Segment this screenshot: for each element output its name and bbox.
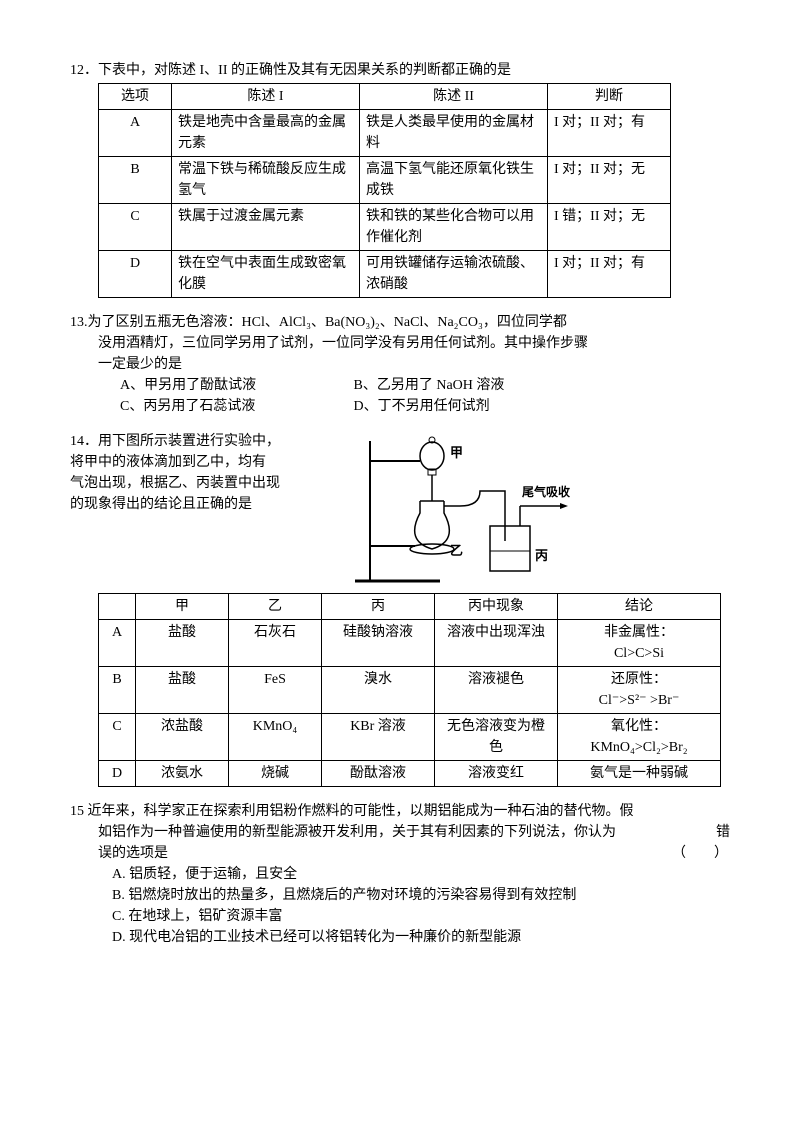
cell-d: 溶液变红: [435, 761, 558, 787]
q13-line1: 13.为了区别五瓶无色溶液：HCl、AlCl₃、Ba(NO₃)₂、NaCl、Na…: [70, 312, 730, 333]
q15-err: 错: [716, 822, 730, 843]
cell-s2: 可用铁罐储存运输浓硫酸、浓硝酸: [360, 251, 548, 298]
cell-d: 无色溶液变为橙色: [435, 714, 558, 761]
cell-opt: D: [99, 251, 172, 298]
label-bing: 丙: [535, 546, 548, 566]
cell-o: B: [99, 667, 136, 714]
cell-s1: 常温下铁与稀硫酸反应生成氢气: [172, 157, 360, 204]
cell-b: 石灰石: [229, 620, 322, 667]
table-row: B 盐酸 FeS 溴水 溶液褪色 还原性： Cl⁻>S²⁻ >Br⁻: [99, 667, 721, 714]
table-row: C 铁属于过渡金属元素 铁和铁的某些化合物可以用作催化剂 I 错；II 对；无: [99, 204, 671, 251]
question-12: 12．下表中，对陈述 I、II 的正确性及其有无因果关系的判断都正确的是 选项 …: [70, 60, 730, 298]
question-15: 15 近年来，科学家正在探索利用铝粉作燃料的可能性，以期铝能成为一种石油的替代物…: [70, 801, 730, 948]
th-conc: 结论: [558, 594, 721, 620]
opt-d: D、丁不另用任何试剂: [354, 396, 584, 417]
cell-a: 浓氨水: [136, 761, 229, 787]
cell-c: 酚酞溶液: [322, 761, 435, 787]
q14-line4: 的现象得出的结论且正确的是: [70, 494, 320, 515]
q14-table: 甲 乙 丙 丙中现象 结论 A 盐酸 石灰石 硅酸钠溶液 溶液中出现浑浊 非金属…: [98, 593, 721, 787]
opt-a: A. 铝质轻，便于运输，且安全: [112, 864, 730, 885]
label-jia: 甲: [450, 443, 463, 463]
cell-e: 非金属性： Cl>C>Si: [558, 620, 721, 667]
answer-blank: （ ）: [670, 843, 730, 864]
th-blank: [99, 594, 136, 620]
cell-c: 硅酸钠溶液: [322, 620, 435, 667]
table-row: A 铁是地壳中含量最高的金属元素 铁是人类最早使用的金属材料 I 对；II 对；…: [99, 110, 671, 157]
label-yi: 乙: [450, 541, 463, 561]
table-row: A 盐酸 石灰石 硅酸钠溶液 溶液中出现浑浊 非金属性： Cl>C>Si: [99, 620, 721, 667]
cell-c: 溴水: [322, 667, 435, 714]
cell-a: 浓盐酸: [136, 714, 229, 761]
th-bing: 丙: [322, 594, 435, 620]
cell-s1: 铁在空气中表面生成致密氧化膜: [172, 251, 360, 298]
th-jia: 甲: [136, 594, 229, 620]
q12-head: 12．下表中，对陈述 I、II 的正确性及其有无因果关系的判断都正确的是: [70, 60, 730, 81]
table-row: D 浓氨水 烧碱 酚酞溶液 溶液变红 氨气是一种弱碱: [99, 761, 721, 787]
cell-j: I 对；II 对；有: [548, 110, 671, 157]
opt-c: C. 在地球上，铝矿资源丰富: [112, 906, 730, 927]
cell-j: I 对；II 对；无: [548, 157, 671, 204]
th-s1: 陈述 I: [172, 84, 360, 110]
q14-text: 14．用下图所示装置进行实验中， 将甲中的液体滴加到乙中，均有 气泡出现，根据乙…: [70, 431, 320, 515]
th-opt: 选项: [99, 84, 172, 110]
cell-b: FeS: [229, 667, 322, 714]
table-row: B 常温下铁与稀硫酸反应生成氢气 高温下氢气能还原氧化铁生成铁 I 对；II 对…: [99, 157, 671, 204]
table-row: D 铁在空气中表面生成致密氧化膜 可用铁罐储存运输浓硫酸、浓硝酸 I 对；II …: [99, 251, 671, 298]
opt-c: C、丙另用了石蕊试液: [120, 396, 350, 417]
cell-d: 溶液中出现浑浊: [435, 620, 558, 667]
cell-b: 烧碱: [229, 761, 322, 787]
apparatus-figure: 甲 乙 丙 尾气吸收: [350, 431, 580, 591]
q13-line3: 一定最少的是: [70, 354, 730, 375]
cell-opt: B: [99, 157, 172, 204]
apparatus-svg: [350, 431, 580, 591]
opt-b: B、乙另用了 NaOH 溶液: [354, 375, 584, 396]
opt-a: A、甲另用了酚酞试液: [120, 375, 350, 396]
th-s2: 陈述 II: [360, 84, 548, 110]
cell-s2: 铁是人类最早使用的金属材料: [360, 110, 548, 157]
cell-j: I 错；II 对；无: [548, 204, 671, 251]
q15-line1: 15 近年来，科学家正在探索利用铝粉作燃料的可能性，以期铝能成为一种石油的替代物…: [70, 801, 730, 822]
cell-c: KBr 溶液: [322, 714, 435, 761]
q14-line3: 气泡出现，根据乙、丙装置中出现: [70, 473, 320, 494]
cell-e: 还原性： Cl⁻>S²⁻ >Br⁻: [558, 667, 721, 714]
cell-d: 溶液褪色: [435, 667, 558, 714]
th-phen: 丙中现象: [435, 594, 558, 620]
q14-line1: 14．用下图所示装置进行实验中，: [70, 431, 320, 452]
cell-b: KMnO₄: [229, 714, 322, 761]
cell-opt: A: [99, 110, 172, 157]
question-14: 14．用下图所示装置进行实验中， 将甲中的液体滴加到乙中，均有 气泡出现，根据乙…: [70, 431, 730, 787]
q15-line2: 如铝作为一种普遍使用的新型能源被开发利用，关于其有利因素的下列说法，你认为: [98, 822, 616, 843]
cell-j: I 对；II 对；有: [548, 251, 671, 298]
q12-table: 选项 陈述 I 陈述 II 判断 A 铁是地壳中含量最高的金属元素 铁是人类最早…: [98, 83, 671, 298]
cell-s1: 铁是地壳中含量最高的金属元素: [172, 110, 360, 157]
cell-e: 氧化性： KMnO₄>Cl₂>Br₂: [558, 714, 721, 761]
cell-opt: C: [99, 204, 172, 251]
cell-o: C: [99, 714, 136, 761]
q15-options: A. 铝质轻，便于运输，且安全 B. 铝燃烧时放出的热量多，且燃烧后的产物对环境…: [70, 864, 730, 948]
q13-options: A、甲另用了酚酞试液 B、乙另用了 NaOH 溶液 C、丙另用了石蕊试液 D、丁…: [70, 375, 730, 417]
cell-e: 氨气是一种弱碱: [558, 761, 721, 787]
table-header-row: 甲 乙 丙 丙中现象 结论: [99, 594, 721, 620]
cell-o: A: [99, 620, 136, 667]
opt-b: B. 铝燃烧时放出的热量多，且燃烧后的产物对环境的污染容易得到有效控制: [112, 885, 730, 906]
cell-a: 盐酸: [136, 620, 229, 667]
table-header-row: 选项 陈述 I 陈述 II 判断: [99, 84, 671, 110]
opt-d: D. 现代电冶铝的工业技术已经可以将铝转化为一种廉价的新型能源: [112, 927, 730, 948]
cell-a: 盐酸: [136, 667, 229, 714]
th-j: 判断: [548, 84, 671, 110]
cell-s1: 铁属于过渡金属元素: [172, 204, 360, 251]
cell-s2: 铁和铁的某些化合物可以用作催化剂: [360, 204, 548, 251]
table-row: C 浓盐酸 KMnO₄ KBr 溶液 无色溶液变为橙色 氧化性： KMnO₄>C…: [99, 714, 721, 761]
q15-line3: 误的选项是: [98, 843, 168, 864]
label-tailgas: 尾气吸收: [522, 483, 570, 501]
question-13: 13.为了区别五瓶无色溶液：HCl、AlCl₃、Ba(NO₃)₂、NaCl、Na…: [70, 312, 730, 417]
cell-s2: 高温下氢气能还原氧化铁生成铁: [360, 157, 548, 204]
cell-o: D: [99, 761, 136, 787]
q13-line2: 没用酒精灯，三位同学另用了试剂，一位同学没有另用任何试剂。其中操作步骤: [70, 333, 730, 354]
th-yi: 乙: [229, 594, 322, 620]
q14-line2: 将甲中的液体滴加到乙中，均有: [70, 452, 320, 473]
